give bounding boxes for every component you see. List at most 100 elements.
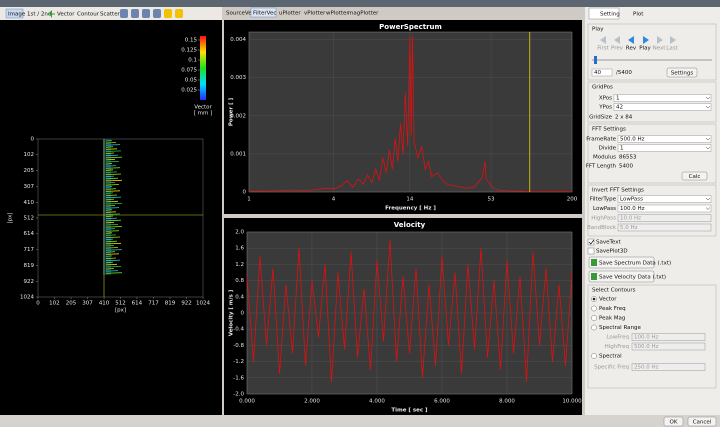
checkbox[interactable] (587, 238, 595, 246)
play-icon[interactable] (614, 36, 620, 44)
panel-tab[interactable]: Setting (600, 12, 620, 18)
plot-tab[interactable]: FilterVec (253, 11, 276, 17)
cancel-button-label[interactable]: Cancel (693, 419, 712, 425)
vector-icon[interactable] (48, 10, 55, 18)
settings-button[interactable] (666, 67, 698, 78)
play-button-label[interactable]: Play (639, 46, 651, 52)
field-value[interactable]: 1 (616, 96, 620, 102)
tool-icon[interactable] (142, 9, 150, 18)
plot-tab[interactable]: uPlotter (279, 11, 301, 17)
field-label: FilterType (590, 197, 617, 203)
radio-label[interactable]: Spectral (599, 354, 622, 360)
panel-tab[interactable]: Plot (633, 12, 644, 18)
calc-button-label[interactable]: Calc (689, 174, 701, 180)
field-value[interactable]: 500.0 Hz (620, 137, 645, 143)
y-tick-label: 922 (24, 279, 35, 285)
play-button-label[interactable]: Prev (611, 46, 624, 52)
save-button[interactable] (588, 256, 655, 269)
save-icon[interactable] (591, 273, 597, 280)
play-icon[interactable] (643, 36, 649, 44)
radio[interactable] (591, 353, 597, 359)
radio-label[interactable]: Peak Freq (599, 306, 626, 312)
field-value[interactable]: LowPass (620, 197, 643, 203)
play-button-label[interactable]: Last (666, 46, 678, 52)
input-box[interactable] (631, 342, 706, 351)
dropdown-arrow[interactable] (705, 105, 711, 109)
field-value[interactable]: 10.0 Hz (620, 216, 641, 222)
input-box[interactable] (613, 103, 712, 111)
tool-icon[interactable] (164, 9, 172, 18)
tool-icon[interactable] (153, 9, 161, 18)
input-box[interactable] (617, 135, 712, 143)
toolbar-tab[interactable]: Contour (77, 12, 100, 18)
plot-tab[interactable]: SourceVec (226, 11, 255, 17)
checkbox-label[interactable]: SavePlot3D (596, 249, 628, 255)
radio[interactable] (591, 315, 597, 321)
input-box[interactable] (617, 223, 712, 232)
dropdown-arrow[interactable] (705, 197, 711, 201)
save-button-label[interactable]: Save Spectrum Data (.txt) (599, 260, 671, 266)
tool-icon[interactable] (175, 9, 183, 18)
tab-selected[interactable] (588, 7, 620, 20)
play-icon[interactable] (670, 36, 676, 44)
play-button-label[interactable]: First (597, 46, 609, 52)
frame-value[interactable]: 40 (594, 70, 601, 76)
radio-label[interactable]: Vector (599, 297, 617, 303)
checkbox-label[interactable]: SaveText (596, 240, 621, 246)
radio-label[interactable]: Peak Mag (599, 316, 625, 322)
toolbar-tab[interactable]: Image (8, 12, 26, 18)
play-button-label[interactable]: Rev (626, 46, 637, 52)
play-icon[interactable] (600, 36, 606, 44)
input-box[interactable] (591, 68, 613, 77)
toolbar-tab[interactable]: Scatter (100, 12, 121, 18)
play-icon[interactable] (628, 36, 634, 44)
save-icon[interactable] (591, 259, 597, 266)
input-box[interactable] (617, 195, 712, 203)
dropdown-arrow[interactable] (705, 137, 711, 141)
dropdown-arrow[interactable] (705, 207, 711, 210)
dropdown-arrow[interactable] (705, 96, 711, 100)
radio[interactable] (591, 324, 597, 331)
field-value[interactable]: 42 (616, 105, 623, 111)
cancel-button[interactable] (687, 416, 717, 427)
field-value[interactable]: 5.0 Hz (620, 225, 638, 231)
tab-selected[interactable] (250, 7, 277, 18)
save-button-label[interactable]: Save Velocity Data (.txt) (599, 274, 666, 280)
ok-button-label[interactable]: OK (670, 419, 678, 425)
input-box[interactable] (617, 204, 712, 213)
field-value[interactable]: 100.0 Hz (620, 206, 645, 212)
dropdown-arrow[interactable] (705, 146, 711, 150)
vector-arrow (105, 167, 121, 169)
field-value[interactable]: 1 (620, 146, 624, 152)
field-value[interactable]: 250.0 Hz (634, 365, 659, 371)
check-mark[interactable] (588, 239, 595, 245)
checkbox[interactable] (587, 247, 595, 255)
input-box[interactable] (617, 144, 712, 152)
plot-tab[interactable]: wPlotter (326, 11, 349, 17)
radio-label[interactable]: Spectral Range (599, 325, 642, 331)
toolbar-tab[interactable]: 1st / 2nd (27, 12, 51, 18)
plot-tab[interactable]: magPlotter (348, 11, 379, 17)
plot-tab[interactable]: vPlotter (304, 11, 326, 17)
vector-arrow (105, 186, 113, 188)
play-button-label[interactable]: Next (653, 46, 667, 52)
slider-thumb[interactable] (594, 56, 597, 64)
radio-dot[interactable] (592, 297, 596, 301)
field-value[interactable]: 500.0 Hz (634, 344, 659, 350)
tool-icon[interactable] (131, 9, 139, 18)
input-box[interactable] (617, 214, 712, 222)
ok-button[interactable] (663, 416, 684, 427)
x-tick-label: 614 (132, 301, 143, 307)
field-value[interactable]: 100.0 Hz (634, 335, 659, 341)
tool-icon[interactable] (120, 9, 128, 18)
save-button[interactable] (588, 270, 655, 283)
settings-button-label[interactable]: Settings (671, 70, 694, 76)
tab-selected[interactable] (5, 8, 24, 19)
radio[interactable] (591, 305, 597, 312)
toolbar-tab[interactable]: Vector (57, 12, 75, 18)
input-box[interactable] (631, 333, 706, 341)
calc-button[interactable] (681, 171, 708, 181)
input-box[interactable] (613, 94, 712, 102)
play-icon[interactable] (657, 36, 663, 44)
input-box[interactable] (631, 363, 706, 371)
